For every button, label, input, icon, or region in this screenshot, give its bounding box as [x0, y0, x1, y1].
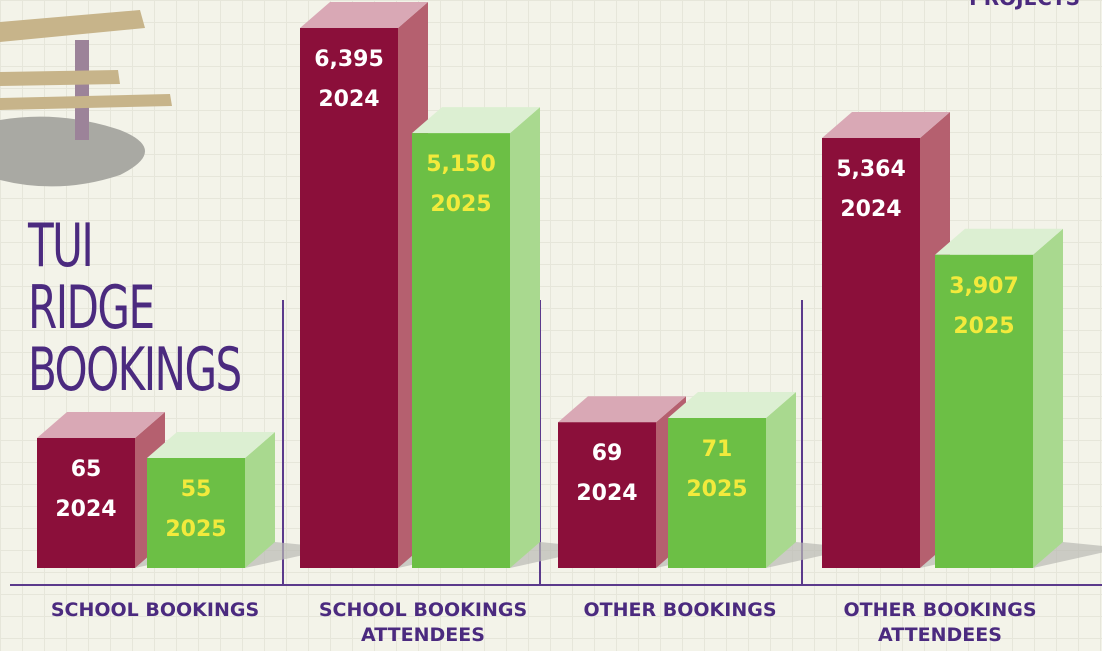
value-label: 5,150 [426, 152, 496, 177]
value-label: 55 [181, 477, 212, 502]
annotation: PROJECTS [969, 0, 1080, 10]
category-label: OTHER BOOKINGS [555, 598, 805, 623]
bar-side [510, 107, 540, 568]
legend-label: 2024 [318, 87, 379, 112]
infographic: 65 2024 55 2025 6,395 2024 5,150 2025 69 2024 71 20… [0, 0, 1102, 651]
value-label: 65 [71, 457, 102, 482]
value-label: 3,907 [949, 274, 1019, 299]
legend-label: 2024 [576, 481, 637, 506]
bar [935, 255, 1033, 568]
bar-side [1033, 229, 1063, 568]
chart-title: TUI RIDGE BOOKINGS [28, 215, 200, 401]
legend-label: 2025 [686, 477, 747, 502]
legend-label: 2025 [165, 517, 226, 542]
value-label: 71 [702, 437, 733, 462]
category-label: OTHER BOOKINGS ATTENDEES [815, 598, 1065, 648]
category-label: SCHOOL BOOKINGS ATTENDEES [298, 598, 548, 648]
value-label: 69 [592, 441, 623, 466]
legend-label: 2024 [840, 197, 901, 222]
category-label: SCHOOL BOOKINGS [30, 598, 280, 623]
bar-side [766, 392, 796, 568]
value-label: 5,364 [836, 157, 906, 182]
legend-label: 2024 [55, 497, 116, 522]
bar [147, 458, 245, 568]
legend-label: 2025 [430, 192, 491, 217]
value-label: 6,395 [314, 47, 384, 72]
bench-illustration [0, 10, 172, 186]
legend-label: 2025 [953, 314, 1014, 339]
